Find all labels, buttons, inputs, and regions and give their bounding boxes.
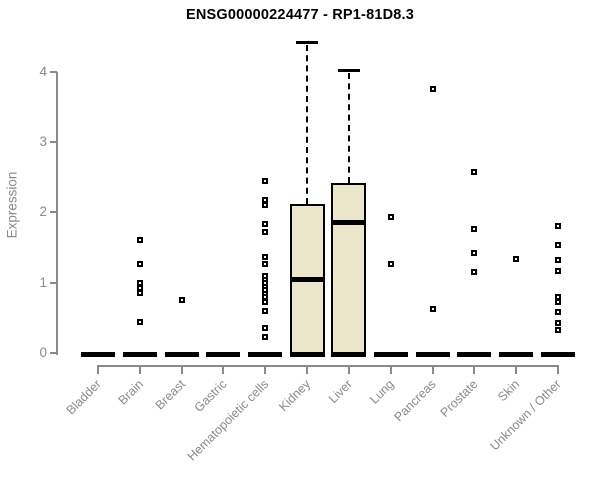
- x-axis-tick: [389, 367, 392, 374]
- outlier-point: [136, 319, 143, 326]
- x-axis-tick: [473, 367, 476, 374]
- outlier-point: [555, 326, 562, 333]
- outlier-point: [555, 298, 562, 305]
- y-axis-tick-label: 4: [39, 63, 47, 79]
- y-axis-tick-label: 2: [39, 204, 47, 220]
- boxplot-zero-bar: [541, 352, 576, 357]
- x-axis-tick-label: Bladder: [63, 377, 104, 418]
- x-axis-tick: [264, 367, 267, 374]
- outlier-point: [555, 222, 562, 229]
- y-axis-tick-label: 3: [39, 134, 47, 150]
- outlier-point: [262, 307, 269, 314]
- outlier-point: [555, 319, 562, 326]
- x-axis-tick: [431, 367, 434, 374]
- whisker-cap: [296, 41, 319, 45]
- x-axis-tick: [557, 367, 560, 374]
- outlier-point: [429, 306, 436, 313]
- outlier-point: [555, 256, 562, 263]
- boxplot-median: [331, 219, 367, 225]
- x-axis-tick-label: Lung: [367, 377, 397, 407]
- boxplot-zero-bar: [248, 352, 283, 357]
- boxplot-zero-bar: [373, 352, 408, 357]
- boxplot-box: [331, 182, 367, 357]
- outlier-point: [387, 260, 394, 267]
- x-axis-tick-label: Hematopoietic cells: [184, 377, 272, 464]
- whisker-line: [347, 73, 350, 183]
- outlier-point: [136, 261, 143, 268]
- boxplot-zero-bar: [457, 352, 492, 357]
- x-axis-line: [97, 365, 560, 367]
- outlier-point: [387, 213, 394, 220]
- whisker-line: [305, 45, 308, 204]
- outlier-point: [471, 226, 478, 233]
- outlier-point: [262, 298, 269, 305]
- y-axis-tick: [50, 281, 57, 284]
- x-axis-tick: [515, 367, 518, 374]
- boxplot-zero-bar: [164, 352, 199, 357]
- x-axis-tick-label: Skin: [495, 377, 523, 405]
- outlier-point: [555, 308, 562, 315]
- outlier-point: [262, 333, 269, 340]
- x-axis-tick-label: Pancreas: [391, 377, 439, 425]
- outlier-point: [471, 169, 478, 176]
- y-axis-tick-label: 1: [39, 274, 47, 290]
- x-axis-tick: [306, 367, 309, 374]
- y-axis-tick: [50, 211, 57, 214]
- y-axis-line: [56, 71, 58, 355]
- x-axis-tick-label: Brain: [115, 377, 146, 408]
- y-axis-tick-label: 0: [39, 345, 47, 360]
- outlier-point: [471, 269, 478, 276]
- boxplot-zero-bar: [206, 352, 241, 357]
- y-axis-label: Expression: [4, 171, 20, 239]
- outlier-point: [262, 220, 269, 227]
- outlier-point: [555, 267, 562, 274]
- outlier-point: [262, 324, 269, 331]
- y-axis-tick: [50, 141, 57, 144]
- x-axis-tick-label: Kidney: [276, 377, 314, 414]
- outlier-point: [513, 255, 520, 262]
- outlier-point: [471, 250, 478, 257]
- boxplot-zero-bar: [415, 352, 450, 357]
- x-axis-tick: [347, 367, 350, 374]
- y-axis-tick: [50, 70, 57, 73]
- outlier-point: [262, 202, 269, 209]
- whisker-cap: [337, 69, 360, 73]
- boxplot-median: [289, 276, 325, 282]
- x-axis-tick-label: Liver: [325, 377, 355, 407]
- x-axis-tick-label: Prostate: [437, 377, 481, 420]
- x-axis-tick: [222, 367, 225, 374]
- outlier-point: [429, 85, 436, 92]
- x-axis-tick: [180, 367, 183, 374]
- x-axis-tick-label: Breast: [152, 377, 188, 413]
- boxplot-zero-bar: [499, 352, 534, 357]
- outlier-point: [262, 229, 269, 236]
- y-axis-tick: [50, 352, 57, 354]
- x-axis-tick: [97, 367, 99, 374]
- chart-title: ENSG00000224477 - RP1-81D8.3: [185, 7, 415, 23]
- outlier-point: [262, 261, 269, 268]
- outlier-point: [136, 289, 143, 296]
- outlier-point: [555, 241, 562, 248]
- outlier-point: [136, 236, 143, 243]
- x-axis-tick: [138, 367, 141, 374]
- x-axis-tick-label: Gastric: [191, 377, 230, 415]
- outlier-point: [178, 296, 185, 303]
- outlier-point: [262, 177, 269, 184]
- boxplot-zero-bar: [122, 352, 157, 357]
- boxplot-zero-bar: [81, 352, 115, 357]
- outlier-point: [262, 253, 269, 260]
